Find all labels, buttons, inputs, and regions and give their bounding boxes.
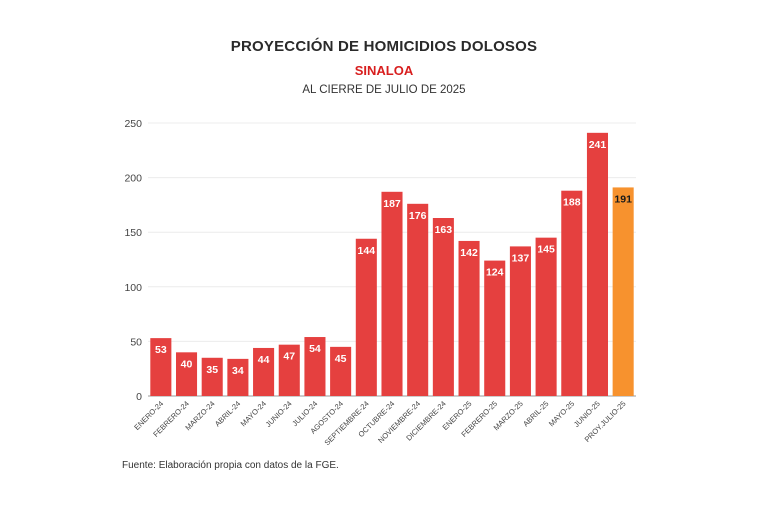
bar [407, 203, 429, 396]
bar [432, 218, 454, 396]
bar-value-label: 142 [460, 247, 478, 259]
bar [278, 344, 300, 396]
bar [458, 240, 480, 396]
y-tick-label: 200 [124, 173, 142, 185]
x-tick-label: SEPTIEMBRE-24 [323, 399, 371, 447]
y-tick-label: 250 [124, 118, 142, 130]
bar [535, 237, 557, 396]
bar-value-label: 187 [383, 198, 401, 210]
bar [484, 260, 506, 396]
bar-value-label: 144 [358, 245, 376, 257]
bar [355, 238, 377, 396]
x-tick-label: MAYO-24 [239, 399, 268, 428]
bar [253, 347, 275, 396]
y-tick-label: 100 [124, 282, 142, 294]
bar-value-label: 53 [155, 344, 167, 356]
bar-value-label: 47 [283, 351, 295, 363]
bar-value-label: 191 [614, 193, 632, 205]
bar [586, 132, 609, 396]
bar-value-label: 137 [512, 252, 530, 264]
bar [330, 346, 352, 396]
source-note: Fuente: Elaboración propia con datos de … [122, 460, 339, 471]
bar-value-label: 176 [409, 210, 427, 222]
bar [227, 358, 249, 396]
bar-value-label: 145 [537, 244, 555, 256]
bar [304, 337, 326, 396]
chart-title: PROYECCIÓN DE HOMICIDIOS DOLOSOS [230, 38, 538, 55]
bar [150, 338, 172, 396]
x-tick-label: ABRIL-25 [521, 399, 550, 428]
x-tick-label: MAYO-25 [547, 399, 576, 428]
bar-value-label: 241 [589, 139, 607, 151]
projection-bar [612, 187, 634, 396]
bar-value-label: 188 [563, 197, 581, 209]
bar [509, 246, 531, 396]
bar-value-label: 35 [206, 364, 218, 376]
bar-value-label: 124 [486, 267, 504, 279]
chart-period: AL CIERRE DE JULIO DE 2025 [302, 84, 466, 96]
bar-value-label: 40 [181, 358, 193, 370]
bar-value-label: 45 [335, 353, 347, 365]
bar-value-label: 34 [232, 365, 244, 377]
bar [381, 191, 403, 396]
y-tick-label: 150 [124, 227, 142, 239]
bar-value-label: 54 [309, 343, 321, 355]
bar-value-label: 44 [258, 354, 270, 366]
y-tick-label: 0 [136, 391, 142, 403]
bar [201, 357, 223, 396]
bar [561, 190, 583, 396]
bar-value-label: 163 [435, 224, 453, 236]
bar [175, 352, 198, 396]
x-tick-label: ABRIL-24 [213, 399, 242, 428]
x-tick-label: JUNIO-24 [264, 399, 294, 429]
y-tick-label: 50 [130, 336, 142, 348]
chart-subtitle: SINALOA [354, 63, 414, 78]
